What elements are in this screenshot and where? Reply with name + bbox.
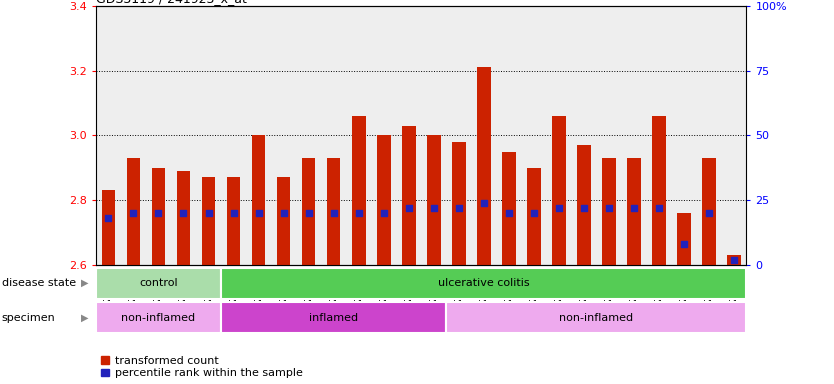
Bar bbox=[702, 158, 716, 265]
Point bbox=[427, 205, 440, 211]
Bar bbox=[252, 135, 265, 265]
Point bbox=[402, 205, 415, 211]
Bar bbox=[627, 158, 641, 265]
Point bbox=[177, 210, 190, 216]
Bar bbox=[327, 158, 340, 265]
Bar bbox=[96, 268, 221, 299]
Bar bbox=[427, 135, 440, 265]
Bar bbox=[452, 142, 465, 265]
Text: control: control bbox=[139, 278, 178, 288]
Point bbox=[102, 215, 115, 221]
Bar bbox=[527, 168, 540, 265]
Bar bbox=[152, 168, 165, 265]
Bar bbox=[177, 171, 190, 265]
Point bbox=[577, 205, 590, 211]
Point bbox=[127, 210, 140, 216]
Point bbox=[677, 241, 691, 247]
Point bbox=[627, 205, 641, 211]
Point bbox=[702, 210, 716, 216]
Text: ▶: ▶ bbox=[81, 313, 88, 323]
Bar bbox=[652, 116, 666, 265]
Point bbox=[477, 200, 490, 206]
Bar bbox=[277, 177, 290, 265]
Point bbox=[252, 210, 265, 216]
Bar bbox=[352, 116, 365, 265]
Text: non-inflamed: non-inflamed bbox=[560, 313, 633, 323]
Bar bbox=[302, 158, 315, 265]
Bar bbox=[377, 135, 390, 265]
Point bbox=[552, 205, 565, 211]
Bar bbox=[477, 67, 490, 265]
Text: ulcerative colitis: ulcerative colitis bbox=[438, 278, 530, 288]
Text: GDS3119 / 241923_x_at: GDS3119 / 241923_x_at bbox=[96, 0, 247, 5]
Bar bbox=[202, 177, 215, 265]
Text: disease state: disease state bbox=[2, 278, 76, 288]
Point bbox=[302, 210, 315, 216]
Text: specimen: specimen bbox=[2, 313, 55, 323]
Bar bbox=[227, 177, 240, 265]
Text: inflamed: inflamed bbox=[309, 313, 358, 323]
Point bbox=[727, 257, 741, 263]
Bar bbox=[221, 302, 446, 333]
Bar bbox=[446, 302, 746, 333]
Point bbox=[202, 210, 215, 216]
Point bbox=[527, 210, 540, 216]
Text: ▶: ▶ bbox=[81, 278, 88, 288]
Bar bbox=[552, 116, 565, 265]
Bar bbox=[102, 190, 115, 265]
Point bbox=[652, 205, 666, 211]
Legend: transformed count, percentile rank within the sample: transformed count, percentile rank withi… bbox=[102, 356, 303, 379]
Point bbox=[602, 205, 615, 211]
Bar bbox=[96, 302, 221, 333]
Point bbox=[227, 210, 240, 216]
Bar bbox=[502, 152, 515, 265]
Point bbox=[502, 210, 515, 216]
Point bbox=[452, 205, 465, 211]
Bar bbox=[602, 158, 615, 265]
Bar bbox=[127, 158, 140, 265]
Point bbox=[377, 210, 390, 216]
Point bbox=[352, 210, 365, 216]
Point bbox=[327, 210, 340, 216]
Text: non-inflamed: non-inflamed bbox=[122, 313, 195, 323]
Bar bbox=[677, 213, 691, 265]
Bar bbox=[402, 126, 415, 265]
Bar bbox=[727, 255, 741, 265]
Point bbox=[152, 210, 165, 216]
Bar bbox=[221, 268, 746, 299]
Bar bbox=[577, 145, 590, 265]
Point bbox=[277, 210, 290, 216]
